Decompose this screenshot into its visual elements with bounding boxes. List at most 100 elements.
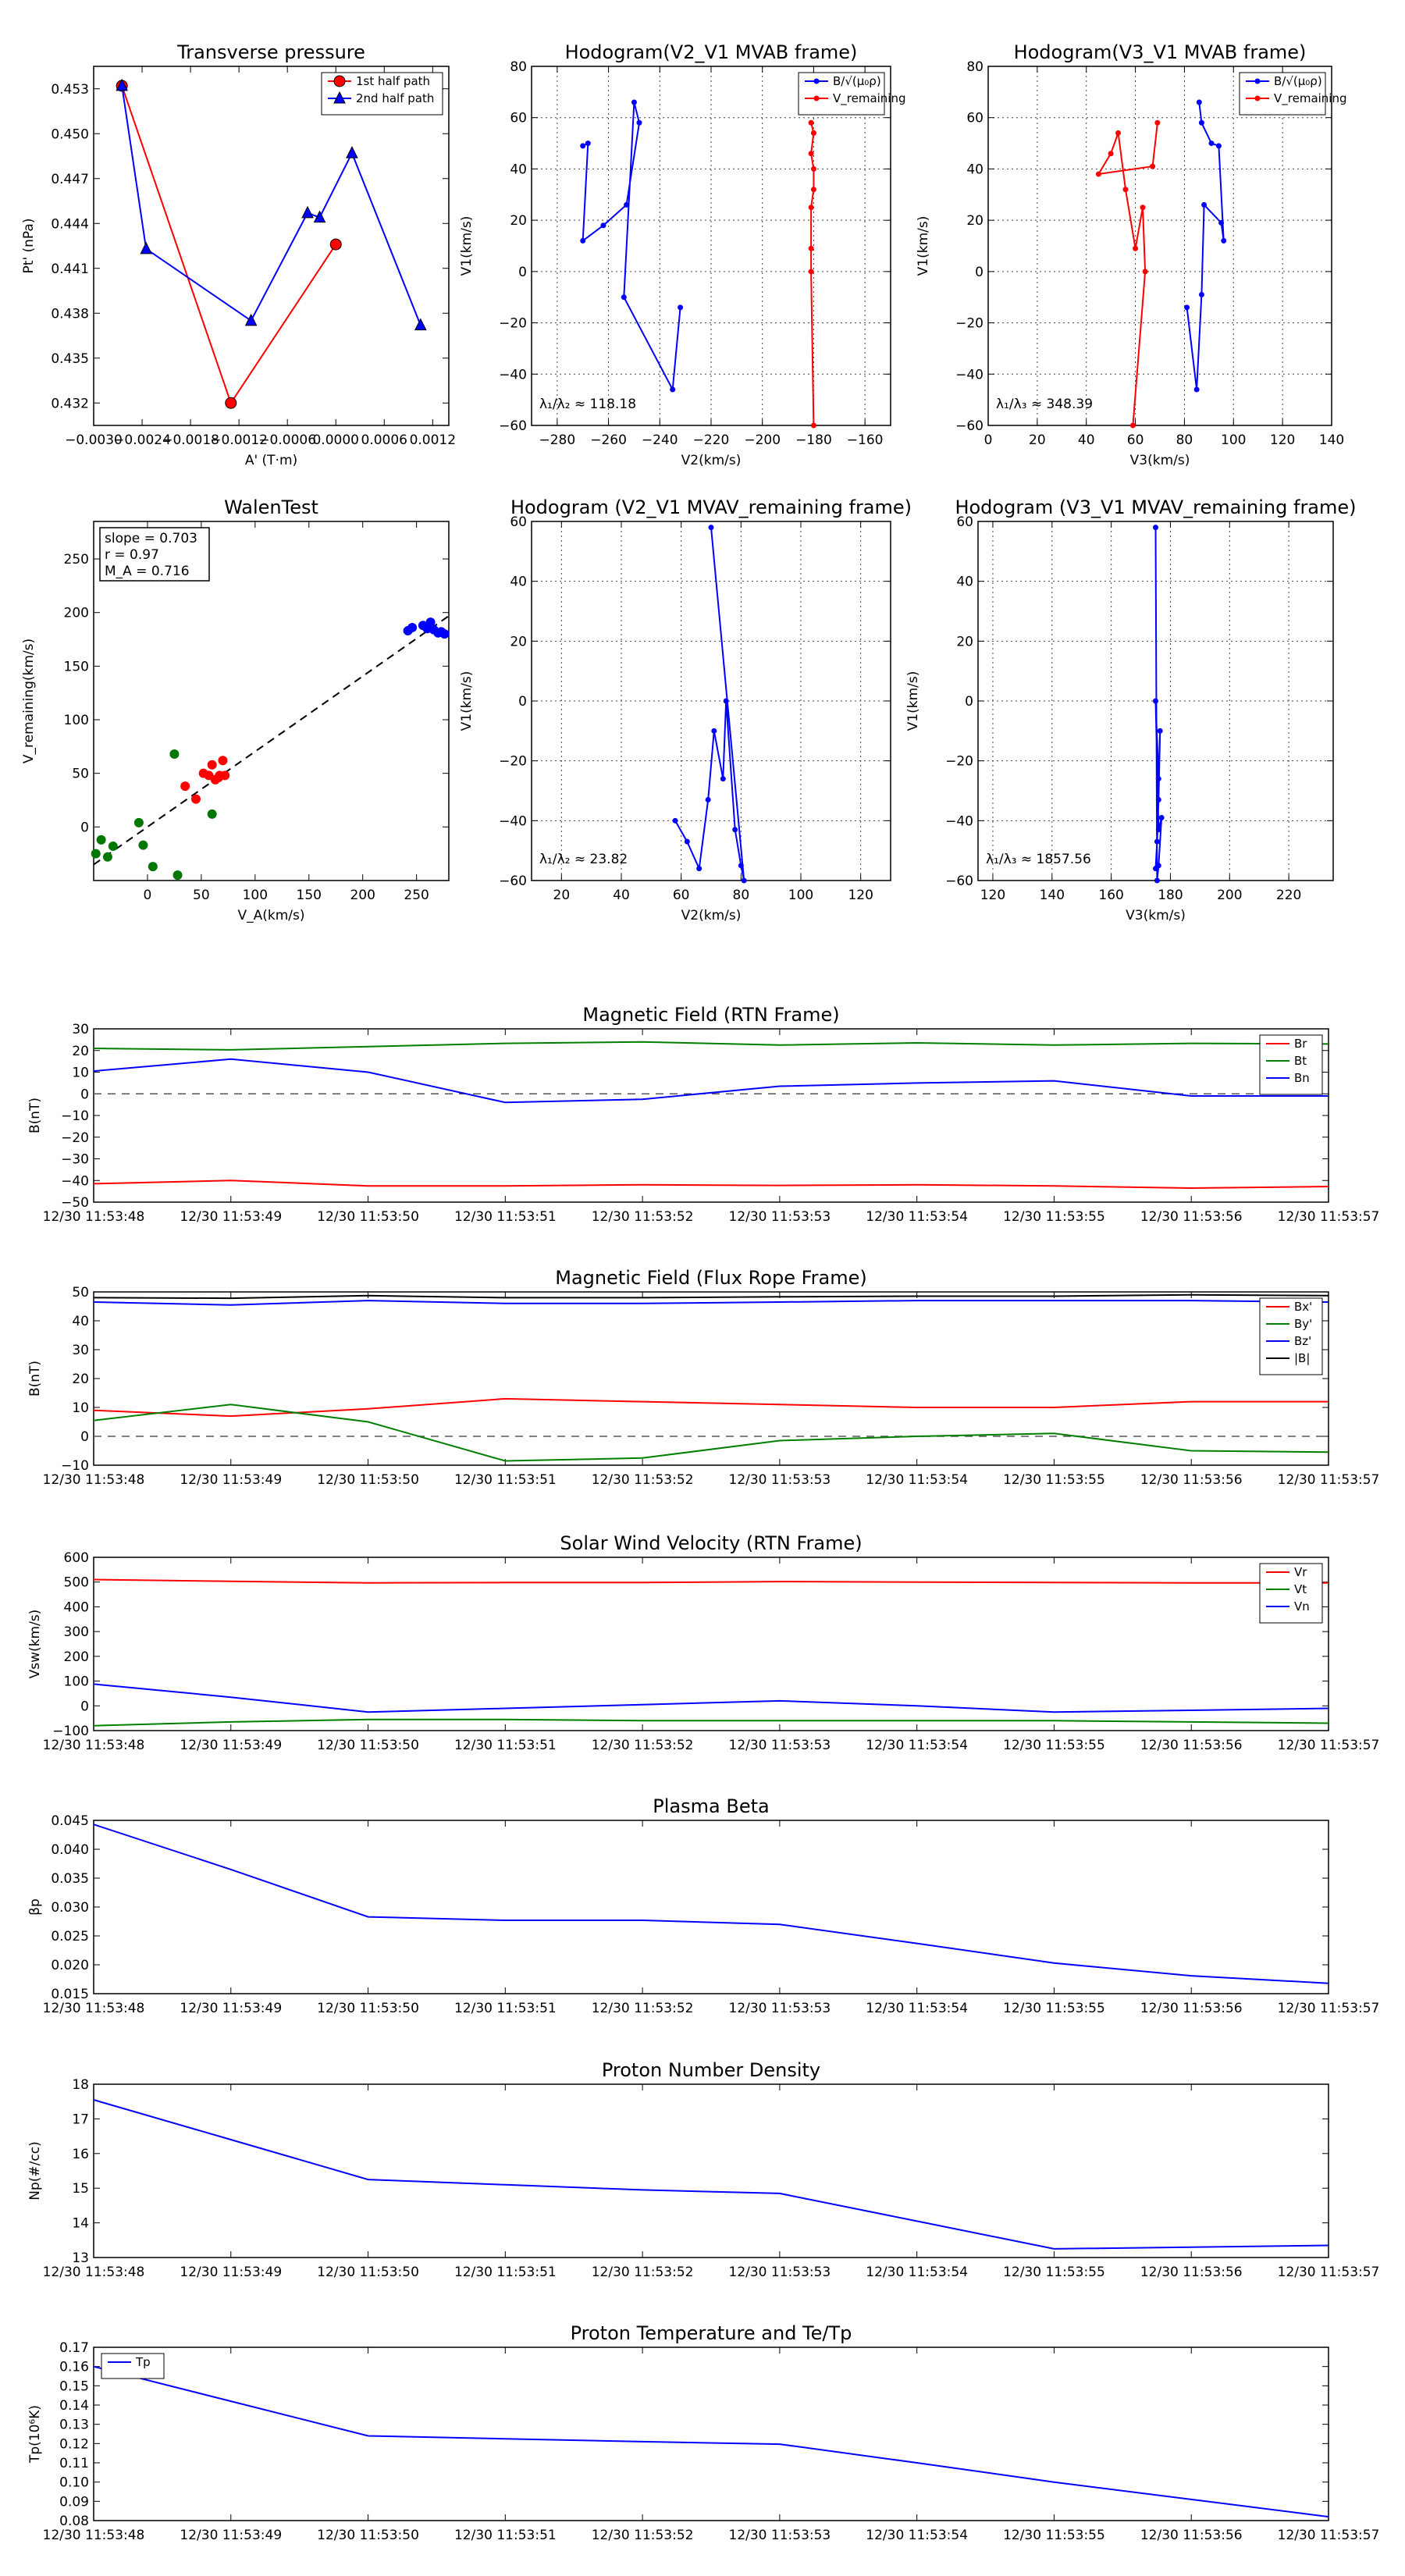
y-tick-label: 0.025 [51, 1929, 89, 1944]
x-tick-label: 60 [673, 888, 690, 903]
y-tick-label: 0.020 [51, 1958, 89, 1973]
series-2nd-half-path [116, 78, 427, 331]
y-axis-label: V1(km/s) [459, 671, 475, 731]
x-tick-label: 150 [297, 888, 322, 903]
legend-label-bx: Bx' [1294, 1300, 1312, 1314]
y-axis-label: Pt' (nPa) [21, 219, 37, 274]
x-tick-label: 200 [350, 888, 375, 903]
y-tick-label: −40 [61, 1173, 89, 1189]
data-point [1122, 187, 1129, 193]
y-axis-label: V_remaining(km/s) [21, 639, 37, 763]
x-tick-label: 12/30 11:53:51 [454, 2265, 557, 2280]
chart-title: Plasma Beta [653, 1795, 769, 1817]
data-point [738, 863, 744, 869]
series-line [93, 2365, 1329, 2518]
data-point [600, 222, 606, 229]
y-tick-label: 0.438 [51, 306, 89, 322]
x-tick-label: 12/30 11:53:55 [1003, 1472, 1105, 1488]
y-tick-label: 20 [510, 213, 527, 229]
data-point [108, 841, 118, 852]
data-point [116, 78, 129, 91]
x-tick-label: −220 [693, 432, 730, 448]
x-tick-label: 20 [1029, 432, 1046, 448]
y-tick-label: 0.11 [59, 2456, 89, 2471]
legend: 1st half path 2nd half path [321, 72, 443, 116]
x-tick-label: 12/30 11:53:57 [1278, 2001, 1380, 2016]
y-tick-label: 40 [72, 1314, 89, 1329]
y-axis-label: βp [27, 1898, 43, 1916]
data-point [810, 422, 816, 429]
y-tick-label: 0.432 [51, 396, 89, 411]
data-point [133, 817, 144, 827]
x-tick-label: 12/30 11:53:56 [1140, 1472, 1243, 1488]
stat-line: slope = 0.703 [105, 531, 197, 546]
chart-title: WalenTest [224, 496, 318, 518]
y-axis-label: B(nT) [27, 1361, 43, 1397]
data-point [1154, 119, 1161, 126]
data-point [621, 294, 627, 301]
y-tick-label: 30 [72, 1343, 89, 1358]
data-point [190, 794, 201, 804]
data-point [1158, 815, 1165, 820]
x-tick-label: 12/30 11:53:56 [1140, 1209, 1243, 1225]
y-tick-label: −60 [945, 873, 973, 889]
y-tick-label: 600 [64, 1550, 89, 1566]
plot-area [94, 2347, 1329, 2521]
y-tick-label: −10 [61, 1458, 89, 1474]
y-tick-label: −20 [499, 754, 527, 770]
y-tick-label: −100 [52, 1724, 89, 1739]
x-tick-label: 12/30 11:53:53 [729, 1472, 831, 1488]
legend-label-vt: Vt [1294, 1582, 1307, 1596]
legend-box [798, 72, 885, 116]
y-tick-label: −20 [499, 316, 527, 332]
x-tick-label: −0.0012 [210, 432, 268, 448]
x-tick-label: −280 [539, 432, 576, 448]
x-tick-label: 100 [243, 888, 268, 903]
chart-ts6: 0.08 0.09 0.10 0.11 0.12 0.13 0.14 0.15 0.16 0.17… [27, 2322, 1379, 2543]
series-line [93, 1823, 1329, 1984]
plot-area [94, 1820, 1329, 1994]
legend-label-by: By' [1294, 1317, 1312, 1331]
data-point [1196, 99, 1202, 105]
data-point [407, 622, 418, 632]
x-tick-label: 12/30 11:53:51 [454, 1209, 557, 1225]
x-tick-label: 12/30 11:53:55 [1003, 2001, 1105, 2016]
data-point [670, 386, 676, 393]
eigen-ratio-annotation: λ₁/λ₂ ≈ 23.82 [539, 852, 628, 867]
x-tick-label: 0.0012 [410, 432, 456, 448]
series-bn [93, 1058, 1329, 1104]
chart-title: Hodogram (V2_V1 MVAV_remaining frame) [510, 496, 912, 518]
data-point [140, 241, 153, 254]
x-tick-label: 120 [848, 888, 873, 903]
x-tick-label: 12/30 11:53:52 [592, 2265, 694, 2280]
y-tick-label: 0 [80, 1699, 89, 1714]
plot-frame [93, 1291, 1329, 1466]
y-tick-label: 40 [510, 162, 527, 177]
data-point [708, 525, 714, 531]
y-tick-label: 0.17 [59, 2340, 89, 2356]
y-axis-label: Vsw(km/s) [27, 1610, 43, 1679]
y-tick-label: 0 [80, 820, 89, 835]
data-point [1208, 141, 1215, 147]
y-tick-label: 0.045 [51, 1813, 89, 1829]
data-point [207, 760, 217, 770]
series-line [1097, 123, 1158, 426]
series-line [93, 1718, 1329, 1727]
x-tick-label: 120 [980, 888, 1005, 903]
eigen-ratio-annotation: λ₁/λ₃ ≈ 348.39 [996, 397, 1093, 412]
series-line [93, 1179, 1329, 1190]
legend-label-bn: Bn [1294, 1071, 1310, 1085]
data-point [580, 237, 586, 244]
y-tick-label: 0 [518, 265, 527, 280]
x-tick-label: 12/30 11:53:49 [180, 2528, 282, 2543]
series-green [91, 749, 217, 881]
x-tick-label: 12/30 11:53:48 [43, 1209, 145, 1225]
data-point [333, 75, 346, 87]
x-tick-label: 120 [1270, 432, 1295, 448]
legend-label-vr: Vr [1294, 1565, 1307, 1579]
stat-line: r = 0.97 [105, 547, 159, 563]
chart-title: Magnetic Field (RTN Frame) [582, 1004, 839, 1026]
series-v-remaining [1095, 119, 1161, 429]
x-axis-label: V3(km/s) [1130, 453, 1190, 468]
x-tick-label: 12/30 11:53:54 [866, 1738, 968, 1753]
